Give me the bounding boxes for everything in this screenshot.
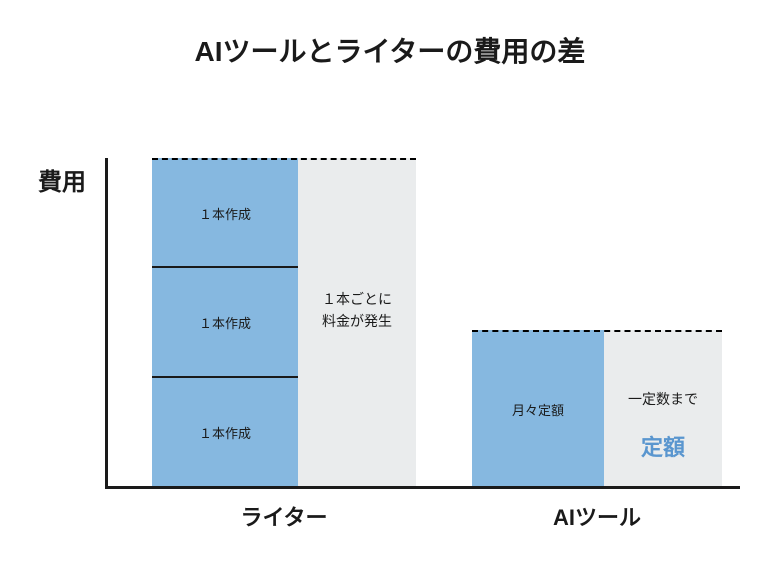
bar-side-label-writer: １本ごとに料金が発生	[298, 288, 416, 333]
bar-top-dash-ai	[472, 330, 722, 332]
bar-side-label-ai: 一定数まで	[604, 388, 722, 410]
x-category-writer: ライター	[152, 500, 416, 532]
y-axis-label: 費用	[38, 162, 86, 197]
bar-segment-label-writer-0: １本作成	[152, 204, 298, 223]
bar-side-emph-ai: 定額	[604, 430, 722, 462]
chart-canvas: AIツールとライターの費用の差 費用１本作成１本作成１本作成１本ごとに料金が発生…	[0, 0, 780, 583]
bar-top-dash-writer	[152, 158, 416, 160]
bar-segment-divider-writer-1	[152, 376, 298, 378]
x-category-ai: AIツール	[472, 500, 722, 532]
chart-title: AIツールとライターの費用の差	[0, 30, 780, 70]
x-axis-line	[105, 486, 740, 489]
y-axis-line	[105, 158, 108, 489]
bar-segment-label-ai-0: 月々定額	[472, 400, 604, 419]
bar-segment-label-writer-2: １本作成	[152, 423, 298, 442]
bar-segment-label-writer-1: １本作成	[152, 313, 298, 332]
bar-segment-divider-writer-0	[152, 266, 298, 268]
